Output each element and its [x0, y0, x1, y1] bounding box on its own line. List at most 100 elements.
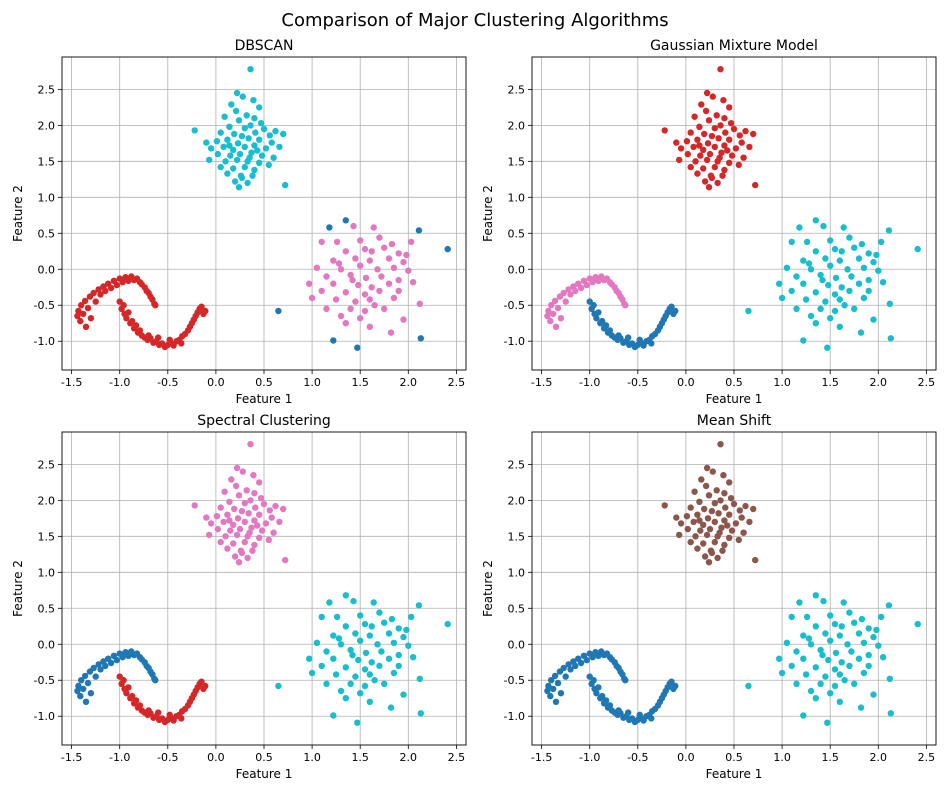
- data-point: [673, 139, 680, 146]
- data-point: [390, 639, 398, 646]
- y-axis-label: Feature 2: [11, 185, 25, 242]
- data-point: [244, 554, 251, 562]
- data-point: [694, 136, 701, 143]
- data-point: [812, 664, 819, 671]
- x-tick-label: 1.5: [351, 376, 369, 389]
- data-point: [827, 690, 834, 697]
- data-point: [746, 143, 753, 151]
- data-point: [120, 302, 127, 309]
- y-tick-label: 0.0: [38, 263, 56, 276]
- data-point: [368, 248, 375, 255]
- data-point: [250, 97, 257, 104]
- y-tick-label: -1.0: [504, 335, 525, 348]
- data-point: [778, 669, 786, 677]
- data-point: [256, 104, 263, 111]
- data-point: [602, 322, 610, 329]
- y-tick-label: -1.0: [34, 335, 55, 348]
- data-point: [371, 302, 378, 309]
- data-point: [376, 662, 383, 670]
- data-point: [332, 671, 340, 678]
- data-point: [80, 310, 87, 318]
- data-point: [256, 534, 263, 541]
- data-point: [817, 271, 824, 279]
- data-point: [599, 317, 606, 325]
- data-point: [220, 518, 227, 526]
- data-point: [661, 502, 668, 509]
- y-tick-label: -0.5: [504, 299, 525, 312]
- data-point: [239, 468, 246, 475]
- data-point: [357, 315, 364, 322]
- data-point: [718, 149, 725, 156]
- data-point: [805, 260, 813, 267]
- data-point: [793, 273, 800, 280]
- x-tick-label: -1.5: [61, 376, 82, 389]
- data-point: [851, 244, 858, 251]
- data-point: [231, 505, 238, 513]
- data-point: [690, 143, 697, 151]
- data-point: [846, 287, 853, 295]
- data-point: [702, 107, 710, 115]
- data-point: [817, 680, 824, 687]
- data-point: [886, 675, 893, 682]
- data-point: [857, 329, 865, 336]
- data-point: [258, 152, 266, 159]
- data-point: [198, 303, 205, 310]
- data-point: [838, 248, 845, 255]
- data-point: [914, 245, 921, 253]
- data-point: [251, 541, 258, 549]
- data-point: [831, 620, 839, 628]
- data-point: [788, 613, 795, 621]
- data-point: [691, 113, 698, 120]
- data-point: [270, 154, 277, 161]
- data-point: [275, 682, 282, 690]
- data-point: [350, 222, 357, 230]
- data-point: [860, 639, 868, 646]
- data-point: [102, 287, 109, 295]
- data-point: [827, 237, 834, 244]
- data-point: [825, 281, 832, 289]
- data-point: [788, 287, 795, 295]
- data-point: [222, 533, 229, 540]
- data-point: [615, 707, 622, 714]
- data-point: [848, 273, 855, 280]
- data-point: [599, 692, 606, 700]
- data-point: [266, 507, 273, 514]
- data-point: [879, 654, 887, 661]
- data-point: [203, 514, 210, 521]
- data-point: [136, 327, 144, 334]
- data-point: [330, 632, 337, 639]
- data-point: [738, 514, 745, 521]
- x-tick-label: 2.5: [448, 376, 466, 389]
- x-tick-label: 0.5: [725, 376, 743, 389]
- data-point: [354, 719, 361, 726]
- data-point: [708, 132, 716, 140]
- data-point: [280, 505, 287, 513]
- data-point: [74, 687, 81, 695]
- data-point: [361, 245, 369, 253]
- data-point: [544, 687, 551, 695]
- data-point: [222, 158, 229, 165]
- data-point: [376, 287, 383, 295]
- data-point: [243, 112, 250, 119]
- data-point: [330, 712, 337, 719]
- data-point: [333, 613, 341, 621]
- data-point: [705, 117, 713, 124]
- data-point: [308, 294, 316, 302]
- data-point: [698, 476, 705, 483]
- data-point: [207, 145, 215, 152]
- data-point: [342, 248, 349, 255]
- data-point: [224, 511, 231, 518]
- data-point: [306, 655, 313, 662]
- data-point: [858, 240, 866, 248]
- data-point: [262, 520, 270, 527]
- data-point: [745, 307, 752, 315]
- data-point: [335, 635, 343, 642]
- data-point: [726, 534, 733, 541]
- data-point: [78, 677, 85, 684]
- data-point: [178, 340, 185, 347]
- data-point: [206, 156, 213, 164]
- data-point: [333, 238, 341, 246]
- data-point: [318, 238, 325, 246]
- data-point: [228, 476, 235, 483]
- data-point: [251, 115, 258, 122]
